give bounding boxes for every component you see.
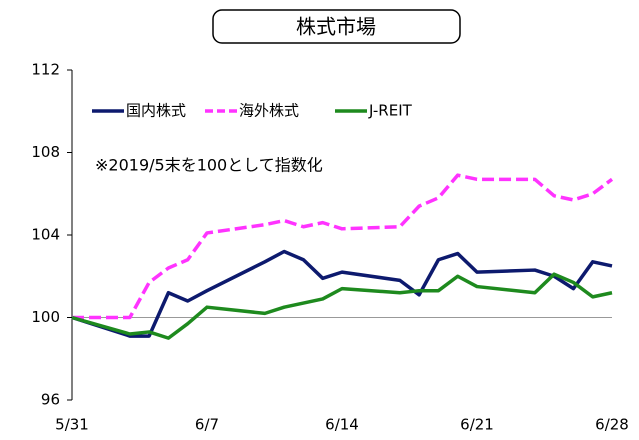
x-tick-label: 6/28 xyxy=(595,416,629,434)
y-tick-label: 112 xyxy=(31,61,60,79)
y-tick-label: 100 xyxy=(31,308,60,326)
x-tick-label: 5/31 xyxy=(55,416,89,434)
x-tick-label: 6/14 xyxy=(325,416,359,434)
annotation: ※2019/5末を100として指数化 xyxy=(95,156,323,175)
series-line xyxy=(71,249,613,338)
chart-title: 株式市場 xyxy=(296,15,376,39)
y-tick-label: 104 xyxy=(31,226,60,244)
legend-label: J-REIT xyxy=(368,102,413,120)
y-tick-label: 108 xyxy=(31,143,60,161)
y-tick-label: 96 xyxy=(41,391,60,409)
legend-label: 国内株式 xyxy=(126,102,186,120)
series-line xyxy=(72,173,614,320)
x-tick-label: 6/21 xyxy=(460,416,494,434)
x-tick-label: 6/7 xyxy=(195,416,219,434)
title-box xyxy=(212,9,461,44)
legend-label: 海外株式 xyxy=(239,102,299,120)
series-line xyxy=(71,272,613,340)
